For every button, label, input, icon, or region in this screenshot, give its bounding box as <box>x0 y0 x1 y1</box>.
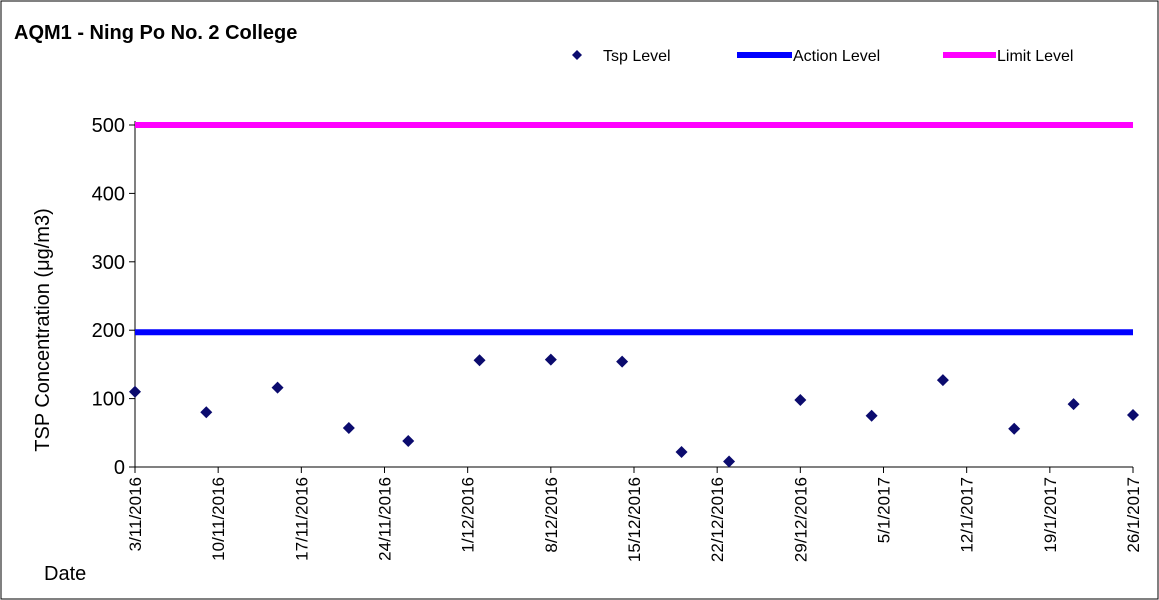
x-tick-label-1-12-2016: 1/12/2016 <box>459 477 478 553</box>
x-tick-label-24-11-2016: 24/11/2016 <box>376 477 395 561</box>
tsp-level-point-13 <box>936 374 949 387</box>
tsp-level-point-2 <box>200 406 213 419</box>
tsp-level-point-8 <box>616 355 629 368</box>
x-tick-label-26-1-2017: 26/1/2017 <box>1124 477 1143 553</box>
tsp-level-point-3 <box>271 381 284 394</box>
y-tick-label-400: 400 <box>92 183 125 205</box>
y-tick-label-500: 500 <box>92 115 125 137</box>
tsp-level-point-12 <box>865 409 878 422</box>
y-axis-label: TSP Concentration (μg/m3) <box>32 208 54 451</box>
x-tick-label-19-1-2017: 19/1/2017 <box>1041 477 1060 553</box>
x-tick-label-10-11-2016: 10/11/2016 <box>209 477 228 561</box>
x-tick-label-5-1-2017: 5/1/2017 <box>875 477 894 543</box>
tsp-level-point-11 <box>794 393 807 406</box>
legend-label-tsp-level: Tsp Level <box>603 48 671 65</box>
x-tick-label-3-11-2016: 3/11/2016 <box>126 477 145 551</box>
tsp-level-point-15 <box>1067 398 1080 411</box>
y-tick-label-0: 0 <box>114 457 125 479</box>
legend-swatch-tsp-level <box>572 50 582 60</box>
x-tick-label-22-12-2016: 22/12/2016 <box>708 477 727 562</box>
legend-label-limit-level: Limit Level <box>997 48 1073 65</box>
tsp-level-point-7 <box>544 353 557 366</box>
tsp-level-point-10 <box>723 455 736 468</box>
tsp-level-point-14 <box>1008 422 1021 435</box>
y-tick-label-300: 300 <box>92 252 125 274</box>
x-tick-label-12-1-2017: 12/1/2017 <box>958 477 977 553</box>
tsp-level-point-16 <box>1127 409 1139 422</box>
y-tick-label-200: 200 <box>92 320 125 342</box>
x-tick-label-17-11-2016: 17/11/2016 <box>292 477 311 561</box>
x-tick-label-15-12-2016: 15/12/2016 <box>625 477 644 562</box>
plot-area: 0 100 200 300 400 500 3/11/2016 10/11/2016 17/11… <box>92 115 1143 562</box>
x-axis-label: Date <box>44 563 86 585</box>
y-tick-label-100: 100 <box>92 389 125 411</box>
tsp-level-point-1 <box>129 385 141 398</box>
x-tick-label-29-12-2016: 29/12/2016 <box>791 477 810 562</box>
tsp-level-point-5 <box>402 435 415 448</box>
x-tick-label-8-12-2016: 8/12/2016 <box>542 477 561 553</box>
tsp-level-point-9 <box>675 445 688 458</box>
tsp-level-point-6 <box>473 354 486 367</box>
legend-label-action-level: Action Level <box>793 48 880 65</box>
chart-title: AQM1 - Ning Po No. 2 College <box>14 22 297 44</box>
tsp-level-point-4 <box>342 422 355 435</box>
legend: Tsp Level Action Level Limit Level <box>572 48 1073 65</box>
